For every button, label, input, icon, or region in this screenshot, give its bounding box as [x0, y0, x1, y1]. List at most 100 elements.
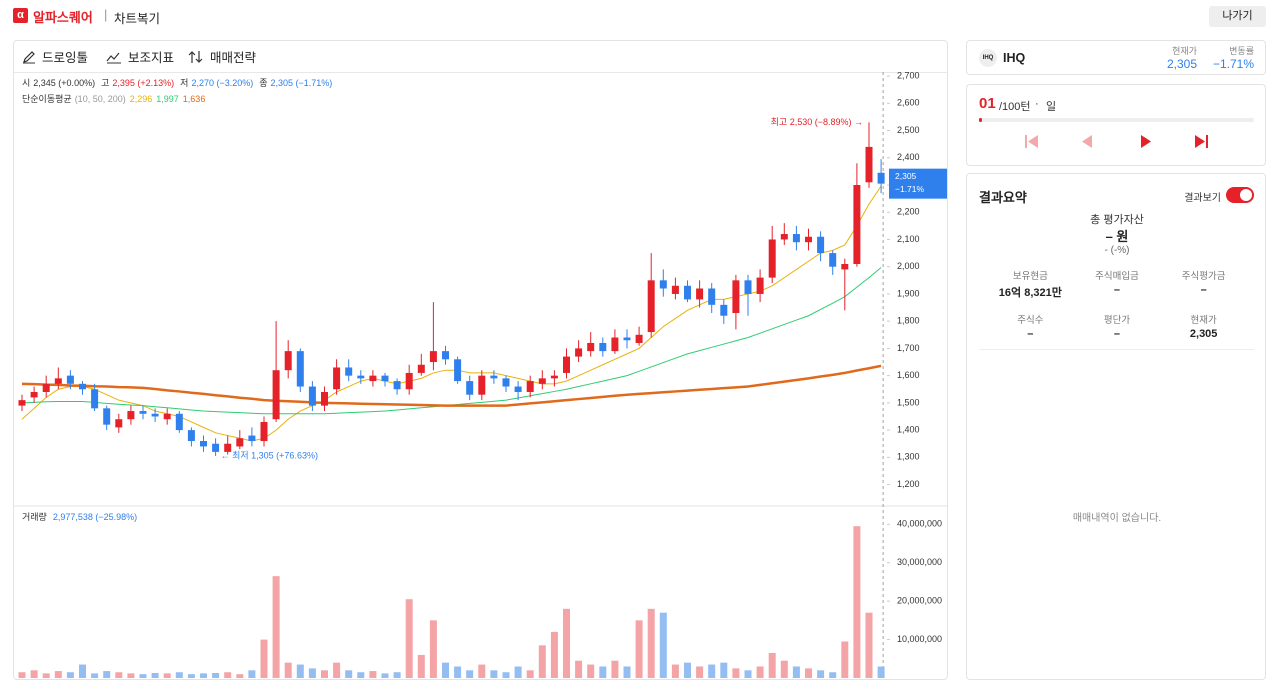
candle-body	[127, 411, 135, 420]
volume-legend: 거래량 2,977,538 (−25.98%)	[22, 511, 137, 522]
separator: |	[104, 7, 108, 22]
stock-name: IHQ	[1003, 51, 1026, 65]
summary-value: –	[1113, 328, 1121, 340]
candle-body	[175, 413, 183, 431]
drawing-tool[interactable]: 드로잉툴	[22, 47, 88, 66]
candle-body	[526, 381, 534, 392]
summary-value: 2,305	[1189, 328, 1218, 340]
indicator-tool[interactable]: 보조지표	[106, 47, 174, 66]
y-tick-label: 1,600	[897, 370, 920, 380]
volume-bar	[429, 620, 437, 678]
volume-bar	[768, 653, 776, 678]
volume-bar	[91, 673, 99, 678]
volume-bar	[708, 664, 716, 678]
y-tick-label: 1,300	[897, 452, 920, 462]
volume-bar	[611, 660, 619, 678]
candle-body	[321, 391, 328, 406]
volume-bar	[780, 660, 788, 678]
candle-body	[454, 359, 462, 382]
divider	[979, 349, 1254, 350]
candle-body	[187, 430, 195, 442]
volume-bar	[163, 673, 171, 678]
candle-body	[768, 239, 776, 278]
player-controls	[1025, 135, 1208, 148]
candle-body	[575, 348, 583, 357]
y-tick-label: 1,800	[897, 316, 920, 326]
candle-body	[224, 443, 232, 452]
candle-body	[720, 304, 728, 316]
volume-bar	[212, 673, 220, 678]
volume-bar	[635, 620, 643, 678]
candle-body	[877, 172, 885, 184]
toggle-knob	[1240, 189, 1252, 201]
legend-value: 2,395 (+2.13%)	[112, 78, 174, 88]
candle-body	[369, 375, 377, 382]
prev-button[interactable]	[1082, 135, 1092, 148]
volume-bar	[514, 666, 522, 678]
last-change: −1.71%	[895, 184, 925, 194]
candle-body	[805, 236, 812, 243]
y-tick-label: 2,500	[897, 125, 920, 135]
candle-body	[635, 334, 643, 343]
legend-value: 2,270 (−3.20%)	[191, 78, 253, 88]
min-annotation: ← 최저 1,305 (+76.63%)	[221, 450, 318, 460]
empty-message: 매매내역이 없습니다.	[1072, 513, 1162, 524]
y-tick-label: 1,900	[897, 288, 920, 298]
candle-body	[865, 146, 873, 183]
volume-bar	[139, 674, 147, 678]
volume-bar	[54, 671, 62, 678]
exit-button[interactable]: 나가기	[1209, 6, 1266, 27]
volume-bar	[345, 670, 353, 678]
legend-key: 저	[180, 78, 188, 88]
strategy-tool[interactable]: 매매전략	[188, 47, 256, 66]
toggle-label: 결과보기	[1184, 193, 1221, 204]
next-button[interactable]	[1141, 135, 1151, 148]
last-price-tag	[889, 168, 947, 199]
toggle[interactable]	[1226, 187, 1254, 203]
candle-body	[296, 351, 304, 387]
candle-body	[466, 381, 474, 395]
candle-body	[30, 391, 38, 398]
legend-value: 2,977,538 (−25.98%)	[53, 512, 137, 522]
candle-body	[708, 288, 716, 305]
volume-bar	[393, 672, 401, 678]
volume-bar	[224, 672, 232, 678]
summary-label: 보유현금	[1012, 271, 1048, 282]
volume-bar	[18, 672, 26, 678]
candle-body	[42, 383, 50, 392]
summary-item: 보유현금 16억 8,321만	[987, 268, 1074, 300]
candle-body	[853, 185, 861, 264]
candle-body	[478, 375, 486, 395]
volume-bar	[66, 672, 74, 678]
volume-bar	[659, 612, 667, 678]
volume-bar	[381, 673, 389, 678]
candle-body	[817, 236, 825, 254]
summary-item: 현재가 2,305	[1160, 312, 1247, 340]
candle-body	[248, 435, 256, 442]
volume-bar	[587, 664, 595, 678]
summary-label: 평단가	[1103, 315, 1131, 326]
volume-bar	[647, 608, 655, 678]
summary-label: 현재가	[1190, 315, 1217, 326]
total-label: 총 평가자산	[1090, 214, 1144, 226]
y-tick-label: 2,700	[897, 70, 920, 80]
candle-body	[357, 375, 365, 379]
candle-body	[308, 386, 316, 406]
brand-logo: α	[13, 8, 28, 23]
summary-label: 주식수	[1017, 315, 1044, 326]
candle-body	[490, 375, 498, 379]
candle-body	[103, 408, 111, 425]
volume-bar	[478, 664, 486, 678]
legend-entry: 1,636	[183, 94, 206, 104]
summary-box: 결과요약 결과보기 총 평가자산 – 원 - (-%) 보유현금 16억 8,32…	[966, 173, 1266, 680]
volume-bar	[151, 673, 159, 678]
first-button[interactable]	[1025, 135, 1038, 148]
tool-label: 매매전략	[210, 51, 257, 65]
summary-label: 주식평가금	[1181, 271, 1226, 282]
legend-value: 2,305 (−1.71%)	[271, 78, 333, 88]
volume-bar	[720, 662, 728, 678]
ma-legend: 단순이동평균 (10, 50, 200) 2,296 1,997 1,636	[22, 94, 205, 104]
last-button[interactable]	[1195, 135, 1208, 148]
icon	[23, 50, 35, 63]
